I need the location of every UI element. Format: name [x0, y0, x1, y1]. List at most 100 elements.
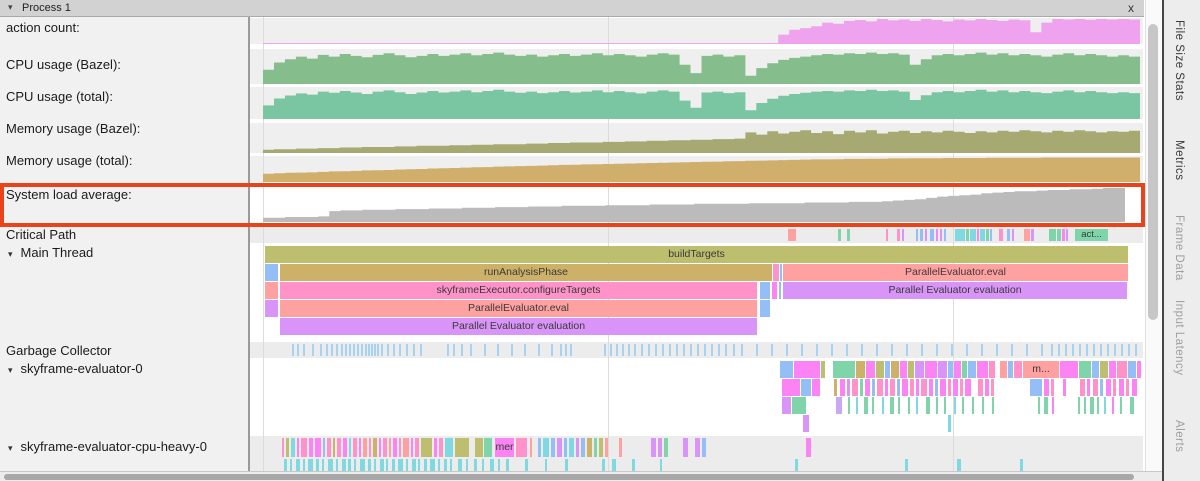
evaluator-slice[interactable]: [965, 379, 971, 396]
evaluator-slice[interactable]: [992, 397, 994, 414]
cpu-heavy-tick[interactable]: [498, 459, 500, 471]
evaluator-slice[interactable]: [801, 379, 811, 396]
horizontal-scrollbar-thumb[interactable]: [4, 473, 1134, 480]
evaluator-slice[interactable]: [1051, 379, 1054, 396]
main-thread-slice[interactable]: [760, 300, 770, 317]
horizontal-scrollbar[interactable]: [0, 471, 1162, 481]
cpu-heavy-tick[interactable]: [328, 459, 333, 471]
cpu-heavy-tick[interactable]: [458, 459, 462, 471]
evaluator-slice[interactable]: [848, 397, 850, 414]
evaluator-slice[interactable]: [929, 379, 933, 396]
evaluator-slice[interactable]: [821, 361, 825, 378]
critical-path-slice[interactable]: [1057, 229, 1061, 241]
evaluator-slice[interactable]: [902, 379, 908, 396]
gc-tick[interactable]: [349, 344, 351, 356]
gc-tick[interactable]: [1011, 344, 1013, 356]
cpu-heavy-tick[interactable]: [482, 459, 484, 471]
process-header[interactable]: ▾ Process 1 x: [0, 0, 1144, 17]
evaluator-slice[interactable]: [1104, 397, 1106, 414]
critical-path-slice[interactable]: [847, 229, 850, 241]
cpu-heavy-tick[interactable]: [360, 459, 365, 471]
cpu-heavy-slice[interactable]: [291, 438, 295, 457]
cpu-heavy-tick[interactable]: [412, 459, 416, 471]
cpu-heavy-tick[interactable]: [284, 459, 287, 471]
critical-path-slice[interactable]: [838, 229, 841, 241]
evaluator-slice[interactable]: [1100, 361, 1108, 378]
evaluator-slice[interactable]: [900, 361, 907, 378]
cpu-heavy-slice[interactable]: [383, 438, 387, 457]
evaluator-slice[interactable]: [782, 397, 791, 414]
evaluator-slice[interactable]: [1093, 379, 1098, 396]
row-label-garbage-collector[interactable]: Garbage Collector: [6, 343, 112, 359]
cpu-heavy-slice[interactable]: [421, 438, 432, 457]
evaluator-slice[interactable]: [1052, 397, 1054, 414]
tab-file-size-stats[interactable]: File Size Stats: [1173, 20, 1185, 101]
evaluator-slice[interactable]: [872, 379, 875, 396]
main-thread-slice-labeled[interactable]: skyframeExecutor.configureTargets: [280, 282, 757, 299]
evaluator-slice[interactable]: [803, 415, 809, 432]
cpu-heavy-tick[interactable]: [444, 459, 447, 471]
cpu-heavy-tick[interactable]: [565, 459, 568, 471]
cpu-heavy-slice[interactable]: [434, 438, 437, 457]
critical-path-slice-labeled[interactable]: act...: [1075, 229, 1108, 241]
evaluator-slice[interactable]: [1130, 397, 1134, 414]
cpu-heavy-tick[interactable]: [380, 459, 384, 471]
evaluator-slice[interactable]: [834, 379, 837, 396]
cpu-heavy-tick[interactable]: [632, 459, 635, 471]
gc-tick[interactable]: [676, 344, 678, 356]
critical-path-slice[interactable]: [1031, 229, 1034, 241]
evaluator-slice[interactable]: [1008, 361, 1013, 378]
gc-tick[interactable]: [377, 344, 379, 356]
evaluator-slice[interactable]: [1000, 361, 1007, 378]
collapse-arrow-icon[interactable]: ▾: [8, 443, 13, 453]
cpu-heavy-tick[interactable]: [545, 459, 547, 471]
critical-path-slice[interactable]: [1024, 229, 1030, 241]
cpu-heavy-slice[interactable]: [564, 438, 567, 457]
gc-tick[interactable]: [951, 344, 953, 356]
row-label-memory-usage-bazel[interactable]: Memory usage (Bazel):: [6, 121, 140, 137]
gc-tick[interactable]: [393, 344, 395, 356]
evaluator-slice[interactable]: [968, 361, 976, 378]
cpu-heavy-slice[interactable]: [349, 438, 351, 457]
evaluator-slice[interactable]: [1044, 397, 1048, 414]
row-label-skyframe-evaluator-cpu-heavy-0[interactable]: ▾ skyframe-evaluator-cpu-heavy-0: [8, 439, 207, 455]
gc-tick[interactable]: [365, 344, 367, 356]
evaluator-slice[interactable]: [972, 397, 974, 414]
critical-path-slice[interactable]: [970, 229, 976, 241]
evaluator-slice[interactable]: [864, 397, 868, 414]
gc-tick[interactable]: [1086, 344, 1088, 356]
gc-tick[interactable]: [861, 344, 863, 356]
gc-tick[interactable]: [320, 344, 322, 356]
evaluator-slice[interactable]: [856, 397, 858, 414]
evaluator-slice[interactable]: [960, 379, 963, 396]
row-label-system-load-average[interactable]: System load average:: [6, 187, 132, 203]
evaluator-slice[interactable]: [890, 397, 894, 414]
evaluator-slice[interactable]: [794, 361, 820, 378]
cpu-heavy-tick[interactable]: [466, 459, 468, 471]
evaluator-slice[interactable]: [1014, 361, 1022, 378]
gc-tick[interactable]: [936, 344, 938, 356]
row-label-memory-usage-total[interactable]: Memory usage (total):: [6, 153, 132, 169]
gc-tick[interactable]: [697, 344, 699, 356]
critical-path-slice[interactable]: [1007, 229, 1010, 241]
evaluator-slice[interactable]: [847, 379, 850, 396]
gc-tick[interactable]: [1114, 344, 1116, 356]
vertical-scrollbar[interactable]: [1145, 0, 1162, 481]
evaluator-slice[interactable]: [985, 379, 989, 396]
cpu-heavy-tick[interactable]: [374, 459, 376, 471]
counter-mem-bazel-histogram[interactable]: [263, 123, 1140, 153]
evaluator-slice[interactable]: [812, 379, 820, 396]
main-thread-slice[interactable]: [265, 264, 278, 281]
cpu-heavy-tick[interactable]: [506, 459, 509, 471]
cpu-heavy-slice[interactable]: [445, 438, 453, 457]
evaluator-slice[interactable]: [1119, 379, 1124, 396]
gc-tick[interactable]: [616, 344, 618, 356]
gc-tick[interactable]: [1107, 344, 1109, 356]
gc-tick[interactable]: [303, 344, 305, 356]
cpu-heavy-slice[interactable]: [373, 438, 377, 457]
cpu-heavy-tick[interactable]: [368, 459, 371, 471]
critical-path-slice[interactable]: [1012, 229, 1014, 241]
evaluator-slice[interactable]: [921, 379, 927, 396]
cpu-heavy-tick[interactable]: [525, 459, 528, 471]
evaluator-slice[interactable]: [782, 379, 800, 396]
